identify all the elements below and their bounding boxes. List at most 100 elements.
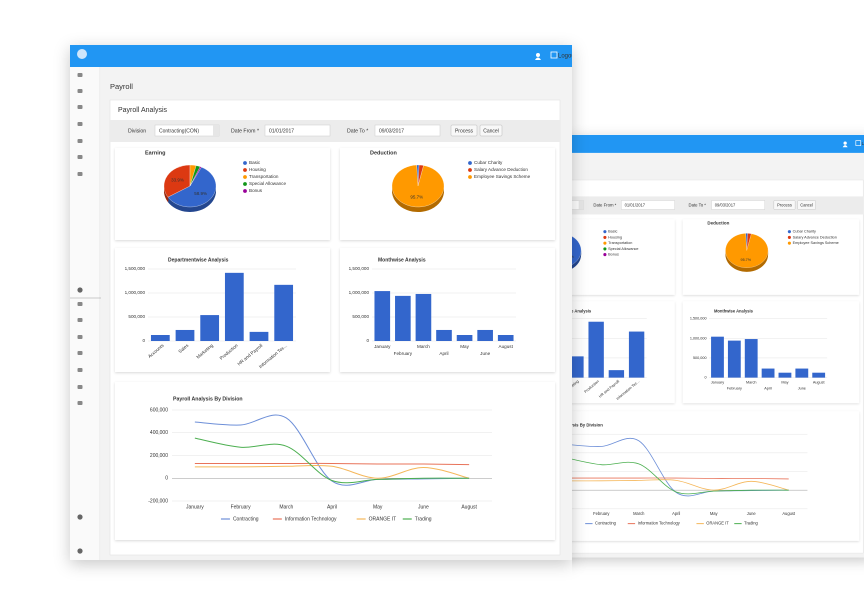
legend-label: Bonus xyxy=(249,188,263,193)
legend-swatch xyxy=(787,235,791,239)
x-tick-label: August xyxy=(461,504,477,510)
y-tick-label: 1,000,000 xyxy=(690,336,707,340)
x-tick-label: January xyxy=(711,381,725,385)
x-tick-label: March xyxy=(279,504,293,510)
bar xyxy=(150,335,170,341)
bar xyxy=(249,331,269,341)
sidebar-icon[interactable] xyxy=(77,122,83,126)
chart-card xyxy=(115,148,330,240)
help-icon[interactable] xyxy=(77,514,83,520)
division-select[interactable] xyxy=(531,200,584,210)
user-icon[interactable] xyxy=(536,53,540,57)
legend-label: Housing xyxy=(249,167,266,172)
sidebar-icon[interactable] xyxy=(77,172,83,176)
bar xyxy=(175,329,195,341)
x-tick-label: February xyxy=(727,386,742,390)
sidebar-icon[interactable] xyxy=(77,105,83,109)
pie-value-label: 95.7% xyxy=(741,258,752,262)
chart-card xyxy=(340,148,555,240)
bar xyxy=(436,329,452,341)
sidebar-icon[interactable] xyxy=(77,302,83,306)
chart-title: Monthwise Analysis xyxy=(714,308,754,313)
y-tick-label: -200,000 xyxy=(148,498,168,504)
legend-label: Transportation xyxy=(608,241,632,245)
legend-swatch xyxy=(468,168,472,172)
y-tick-label: 200,000 xyxy=(150,453,168,459)
x-tick-label: February xyxy=(231,504,252,510)
legend-label: Salary Advance Deduction xyxy=(474,167,528,172)
x-tick-label: June xyxy=(798,386,806,390)
bar xyxy=(711,336,724,378)
button[interactable] xyxy=(797,200,816,210)
sidebar-icon[interactable] xyxy=(77,318,83,322)
x-tick-label: May xyxy=(460,344,469,349)
legend-label: ORANGE IT xyxy=(706,521,729,526)
y-tick-label: 500,000 xyxy=(693,356,707,360)
x-tick-label: February xyxy=(394,351,413,356)
bar xyxy=(274,284,294,341)
legend-swatch xyxy=(603,230,607,234)
pie-slice xyxy=(189,166,202,187)
date-to-input[interactable] xyxy=(374,124,441,137)
sidebar-icon[interactable] xyxy=(77,368,83,372)
filter-label: Division xyxy=(128,128,146,134)
foreground-window: Logout Payroll Payroll Analysis Division Con… xyxy=(70,45,572,560)
bar xyxy=(477,329,493,341)
legend-swatch xyxy=(603,247,607,251)
y-tick-label: 1,000,000 xyxy=(125,290,146,295)
logout-icon[interactable] xyxy=(550,51,558,59)
date-from-value: 01/01/2017 xyxy=(625,202,646,207)
chart-title: Earning xyxy=(145,150,165,156)
bar xyxy=(761,368,775,378)
chart-card xyxy=(115,382,555,540)
legend-label: Transportation xyxy=(249,174,279,179)
date-from-value: 01/01/2017 xyxy=(269,128,294,134)
legend-swatch xyxy=(787,241,791,245)
y-tick-label: 500,000 xyxy=(128,314,145,319)
sidebar-icon[interactable] xyxy=(77,335,83,339)
chart-title: Payroll Analysis By Division xyxy=(546,422,603,427)
filter-label: Date From * xyxy=(593,203,616,208)
bar xyxy=(628,331,645,378)
date-to-input[interactable] xyxy=(711,200,766,210)
legend-swatch xyxy=(603,253,607,257)
bar xyxy=(608,370,625,378)
button[interactable] xyxy=(479,124,503,137)
sidebar-icon[interactable] xyxy=(77,351,83,355)
date-from-input[interactable] xyxy=(621,200,675,210)
button[interactable] xyxy=(773,200,796,210)
legend-label: Information Technology xyxy=(285,516,337,522)
pie-slice xyxy=(163,164,191,198)
y-tick-label: 0 xyxy=(366,338,369,343)
logout-icon[interactable] xyxy=(855,140,862,146)
line-series xyxy=(194,437,470,484)
logout-link: Logout xyxy=(862,141,864,147)
sidebar-icon[interactable] xyxy=(77,401,83,405)
button[interactable] xyxy=(450,124,478,137)
x-tick-label: June xyxy=(747,511,757,516)
bar xyxy=(456,335,473,341)
app-logo xyxy=(77,49,87,59)
line-series xyxy=(194,462,470,466)
pie-value-label: 58.9% xyxy=(194,191,207,196)
sidebar-icon[interactable] xyxy=(77,385,83,389)
sidebar-icon[interactable] xyxy=(77,89,83,93)
date-from-input[interactable] xyxy=(264,124,331,137)
button-label: Cancel xyxy=(483,128,499,134)
help-icon[interactable] xyxy=(77,548,83,554)
help-icon[interactable] xyxy=(77,287,83,293)
user-icon[interactable] xyxy=(843,141,847,145)
legend-label: Trading xyxy=(415,516,432,522)
y-tick-label: 1,500,000 xyxy=(690,317,707,321)
legend-swatch xyxy=(468,175,472,179)
select-arrow xyxy=(213,125,219,136)
sidebar-icon[interactable] xyxy=(77,73,83,77)
sidebar-icon[interactable] xyxy=(77,155,83,159)
sidebar-icon[interactable] xyxy=(77,139,83,143)
select-arrow xyxy=(578,200,584,210)
legend-swatch xyxy=(243,161,247,165)
